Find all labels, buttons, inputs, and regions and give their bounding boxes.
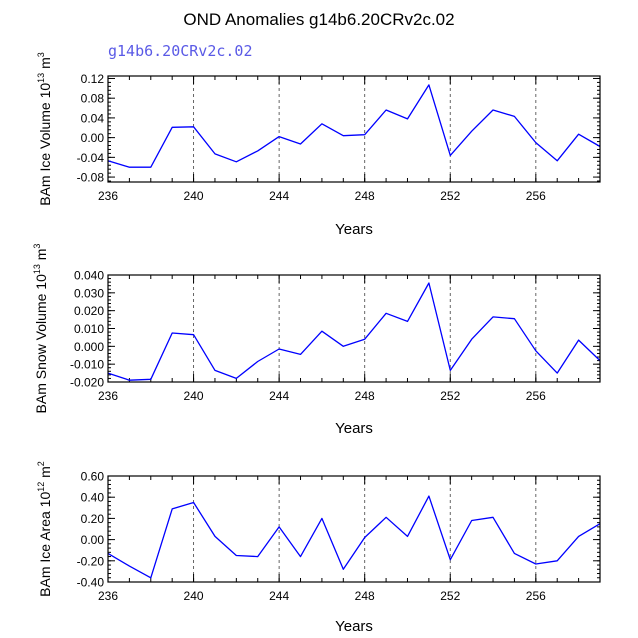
y-tick-label: 0.20 — [81, 512, 105, 526]
x-tick-label: 252 — [440, 189, 460, 203]
x-tick-label: 240 — [184, 189, 204, 203]
plot-frame — [107, 274, 601, 383]
y-axis-label: BAm Snow Volume 1013 m3 — [32, 244, 49, 414]
y-tick-label: -0.020 — [70, 376, 104, 390]
chart-panel-1: 236 240 244 248 252 256 0.12 0.08 0.04 0.00 -0.04 -… — [36, 52, 601, 238]
series-line — [107, 84, 601, 168]
x-tick-label: 248 — [355, 389, 375, 403]
x-tick-label: 240 — [184, 589, 204, 603]
x-tick-label: 256 — [526, 589, 546, 603]
chart-subtitle: g14b6.20CRv2c.02 — [108, 42, 253, 60]
x-tick-label: 244 — [269, 589, 289, 603]
x-tick-label: 236 — [98, 189, 118, 203]
x-tick-label: 244 — [269, 389, 289, 403]
series-line — [107, 495, 601, 579]
y-tick-label: 0.40 — [81, 491, 105, 505]
x-tick-label: 252 — [440, 589, 460, 603]
y-tick-label: 0.08 — [81, 92, 105, 106]
x-axis-label: Years — [335, 221, 373, 238]
x-axis-label: Years — [335, 420, 373, 437]
y-tick-label: 0.030 — [74, 286, 104, 300]
x-tick-label: 236 — [98, 589, 118, 603]
y-tick-label: -0.010 — [70, 358, 104, 372]
x-tick-label: 256 — [526, 189, 546, 203]
x-tick-label: 248 — [355, 589, 375, 603]
y-tick-label: -0.40 — [77, 576, 105, 590]
y-tick-label: 0.00 — [81, 533, 105, 547]
x-tick-label: 236 — [98, 389, 118, 403]
y-tick-label: 0.60 — [81, 470, 105, 484]
y-tick-label: 0.00 — [81, 131, 105, 145]
series-line — [107, 282, 601, 381]
y-tick-label: 0.010 — [74, 322, 104, 336]
y-axis-label: BAm Ice Volume 1013 m3 — [36, 52, 53, 206]
x-tick-label: 248 — [355, 189, 375, 203]
y-tick-label: 0.040 — [74, 269, 104, 283]
chart-title: OND Anomalies g14b6.20CRv2c.02 — [183, 10, 454, 29]
y-tick-label: 0.000 — [74, 340, 104, 354]
x-tick-label: 240 — [184, 389, 204, 403]
y-tick-label: -0.20 — [77, 554, 105, 568]
plot-frame — [107, 475, 601, 583]
y-tick-label: 0.020 — [74, 304, 104, 318]
x-axis-label: Years — [335, 618, 373, 635]
x-tick-label: 244 — [269, 189, 289, 203]
plot-frame — [107, 75, 601, 183]
chart-panel-3: 236 240 244 248 252 256 0.60 0.40 0.20 0.00 -0.20 -… — [36, 461, 601, 635]
y-axis-label: BAm Ice Area 1012 m2 — [36, 461, 53, 597]
y-tick-label: -0.08 — [77, 171, 105, 185]
y-tick-label: 0.12 — [81, 72, 105, 86]
x-tick-label: 252 — [440, 389, 460, 403]
x-tick-label: 256 — [526, 389, 546, 403]
y-tick-label: -0.04 — [77, 151, 105, 165]
y-tick-label: 0.04 — [81, 111, 105, 125]
chart-panel-2: 236 240 244 248 252 256 0.040 0.030 0.020 0.010 0.… — [32, 244, 601, 437]
